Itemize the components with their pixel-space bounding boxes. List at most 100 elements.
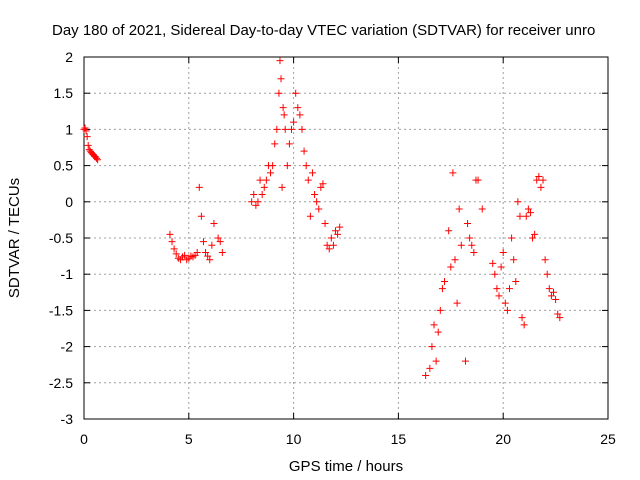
data-point bbox=[543, 270, 551, 278]
data-point bbox=[489, 259, 497, 267]
data-point bbox=[166, 230, 174, 238]
data-point bbox=[327, 234, 335, 242]
data-point bbox=[218, 248, 226, 256]
x-tick-label: 5 bbox=[185, 431, 193, 447]
data-point bbox=[520, 321, 528, 329]
data-point bbox=[269, 162, 277, 170]
data-point bbox=[81, 124, 89, 132]
data-point bbox=[547, 292, 555, 300]
data-point bbox=[267, 169, 275, 177]
x-tick-label: 15 bbox=[391, 431, 407, 447]
data-point bbox=[336, 223, 344, 231]
data-point bbox=[497, 263, 505, 271]
data-point bbox=[292, 89, 300, 97]
data-point bbox=[474, 176, 482, 184]
data-point bbox=[434, 328, 442, 336]
data-point bbox=[285, 140, 293, 148]
data-point bbox=[518, 314, 526, 322]
data-point bbox=[550, 288, 558, 296]
data-point bbox=[170, 245, 178, 253]
data-points bbox=[80, 57, 564, 380]
x-tick-label: 25 bbox=[600, 431, 616, 447]
data-point bbox=[325, 245, 333, 253]
tick-labels: -3-2.5-2-1.5-1-0.500.511.520 5 10 15 20 25 bbox=[49, 49, 616, 447]
data-point bbox=[323, 241, 331, 249]
data-point bbox=[199, 238, 207, 246]
data-point bbox=[457, 241, 465, 249]
data-point bbox=[428, 343, 436, 351]
data-point bbox=[277, 75, 285, 83]
data-point bbox=[308, 169, 316, 177]
y-tick-label: 2 bbox=[65, 49, 73, 65]
data-point bbox=[503, 306, 511, 314]
data-point bbox=[516, 212, 524, 220]
data-point bbox=[531, 230, 539, 238]
data-point bbox=[260, 183, 268, 191]
data-point bbox=[493, 285, 501, 293]
data-point bbox=[281, 125, 289, 133]
data-point bbox=[208, 241, 216, 249]
data-point bbox=[296, 111, 304, 119]
data-point bbox=[495, 292, 503, 300]
data-point bbox=[505, 285, 513, 293]
data-point bbox=[556, 314, 564, 322]
data-point bbox=[84, 141, 92, 149]
data-point bbox=[526, 209, 534, 217]
data-point bbox=[510, 256, 518, 264]
data-point bbox=[478, 205, 486, 213]
data-point bbox=[317, 183, 325, 191]
data-point bbox=[432, 357, 440, 365]
data-point bbox=[445, 227, 453, 235]
data-point bbox=[539, 176, 547, 184]
data-point bbox=[290, 118, 298, 126]
data-point bbox=[181, 251, 189, 259]
data-point bbox=[273, 125, 281, 133]
data-point bbox=[271, 140, 279, 148]
chart-title: Day 180 of 2021, Sidereal Day-to-day VTE… bbox=[52, 22, 595, 39]
data-point bbox=[250, 191, 258, 199]
data-point bbox=[466, 234, 474, 242]
data-point bbox=[248, 198, 256, 206]
data-point bbox=[93, 154, 101, 162]
y-tick-label: -0.5 bbox=[49, 230, 73, 246]
data-point bbox=[298, 125, 306, 133]
data-point bbox=[94, 156, 102, 164]
data-point bbox=[214, 234, 222, 242]
data-point bbox=[283, 162, 291, 170]
data-point bbox=[216, 238, 224, 246]
data-point bbox=[279, 104, 287, 112]
x-tick-label: 0 bbox=[80, 431, 88, 447]
data-point bbox=[554, 310, 562, 318]
data-point bbox=[447, 263, 455, 271]
data-point bbox=[535, 172, 543, 180]
data-point bbox=[461, 357, 469, 365]
data-point bbox=[436, 306, 444, 314]
data-point bbox=[501, 299, 509, 307]
data-point bbox=[280, 111, 288, 119]
data-point bbox=[524, 205, 532, 213]
data-point bbox=[533, 176, 541, 184]
y-tick-label: -2 bbox=[61, 339, 74, 355]
data-point bbox=[202, 248, 210, 256]
data-point bbox=[453, 299, 461, 307]
data-point bbox=[512, 277, 520, 285]
y-tick-label: -1.5 bbox=[49, 302, 73, 318]
data-point bbox=[276, 57, 284, 65]
data-point bbox=[449, 169, 457, 177]
y-axis-label: SDTVAR / TECUs bbox=[6, 178, 23, 298]
data-point bbox=[168, 238, 176, 246]
data-point bbox=[300, 147, 308, 155]
y-tick-label: -3 bbox=[61, 411, 74, 427]
data-point bbox=[256, 176, 264, 184]
data-point bbox=[522, 212, 530, 220]
data-point bbox=[422, 372, 430, 380]
y-tick-label: 0.5 bbox=[54, 158, 74, 174]
data-point bbox=[252, 201, 260, 209]
y-tick-label: 1 bbox=[65, 121, 73, 137]
y-tick-label: -2.5 bbox=[49, 375, 73, 391]
data-point bbox=[197, 212, 205, 220]
data-point bbox=[302, 162, 310, 170]
data-point bbox=[258, 191, 266, 199]
data-point bbox=[82, 127, 90, 135]
data-point bbox=[304, 176, 312, 184]
